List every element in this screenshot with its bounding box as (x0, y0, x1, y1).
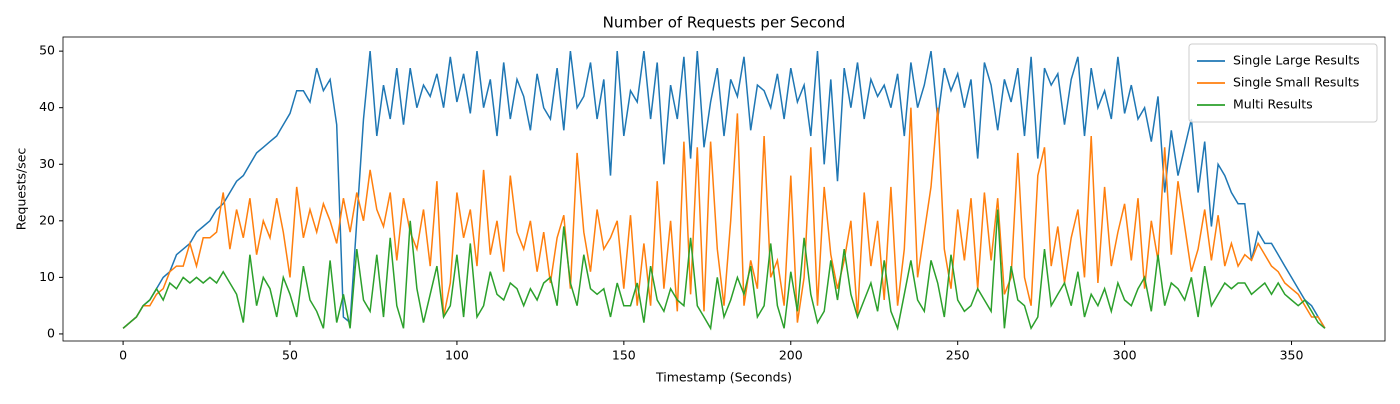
y-tick-label: 40 (39, 99, 55, 114)
legend-box (1188, 43, 1378, 123)
x-tick-label: 350 (1280, 348, 1304, 363)
y-axis-label: Requests/sec (14, 148, 29, 231)
y-tick-label: 0 (47, 325, 55, 340)
y-tick-label: 20 (39, 212, 55, 227)
series-line (122, 209, 1326, 331)
y-tick-label: 50 (39, 43, 55, 58)
x-tick-label: 0 (119, 348, 127, 363)
x-axis-label: Timestamp (Seconds) (655, 370, 792, 385)
x-tick-label: 100 (445, 348, 469, 363)
x-tick-label: 150 (612, 348, 636, 363)
x-tick-label: 50 (282, 348, 298, 363)
chart-title: Number of Requests per Second (603, 14, 846, 32)
plot-frame (62, 36, 1386, 342)
legend-label: Single Small Results (1233, 75, 1359, 90)
legend-label: Multi Results (1233, 97, 1313, 112)
x-tick-label: 250 (946, 348, 970, 363)
x-tick-label: 200 (779, 348, 803, 363)
y-tick-label: 10 (39, 269, 55, 284)
y-tick-label: 30 (39, 156, 55, 171)
x-tick-label: 300 (1113, 348, 1137, 363)
series-line (122, 50, 1326, 329)
series-line (122, 107, 1326, 329)
legend-label: Single Large Results (1233, 53, 1360, 68)
